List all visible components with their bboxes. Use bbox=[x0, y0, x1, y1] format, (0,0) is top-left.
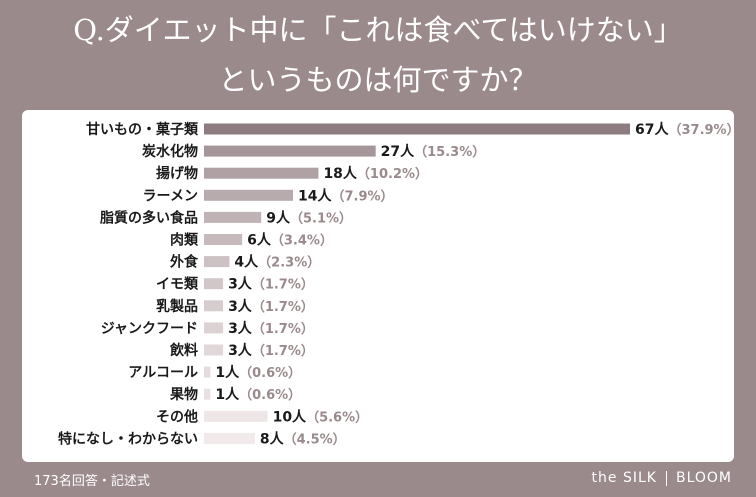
data-label: 8人（4.5%） bbox=[260, 430, 346, 447]
count-label: 14人 bbox=[298, 187, 332, 204]
category-label: イモ類 bbox=[156, 277, 199, 293]
percent-label: （1.7%） bbox=[252, 299, 314, 315]
category-label: 飲料 bbox=[169, 342, 198, 359]
category-label: その他 bbox=[156, 408, 198, 425]
percent-label: （4.5%） bbox=[284, 431, 346, 447]
bar bbox=[204, 278, 224, 290]
percent-label: （0.6%） bbox=[239, 387, 301, 403]
brand-logo: the SILK BLOOM bbox=[592, 470, 732, 486]
count-label: 3人 bbox=[228, 276, 253, 293]
data-label: 3人（1.7%） bbox=[228, 276, 314, 293]
data-label: 4人（2.3%） bbox=[234, 254, 320, 271]
category-label: 炭水化物 bbox=[142, 143, 198, 160]
percent-label: （3.4%） bbox=[271, 233, 333, 249]
percent-label: （1.7%） bbox=[252, 343, 314, 359]
count-label: 3人 bbox=[228, 298, 253, 315]
count-label: 6人 bbox=[247, 232, 272, 249]
percent-label: （37.9%） bbox=[668, 122, 734, 138]
percent-label: （15.3%） bbox=[414, 144, 485, 160]
category-label: ジャンクフード bbox=[101, 321, 198, 337]
bar bbox=[204, 366, 211, 378]
percent-label: （5.1%） bbox=[290, 210, 352, 226]
count-label: 3人 bbox=[228, 320, 253, 337]
bar bbox=[204, 388, 211, 400]
bar bbox=[204, 234, 243, 245]
data-label: 6人（3.4%） bbox=[247, 232, 333, 249]
count-label: 8人 bbox=[260, 430, 285, 447]
data-label: 14人（7.9%） bbox=[298, 187, 394, 204]
bar bbox=[204, 410, 268, 422]
bar bbox=[204, 145, 376, 157]
category-label: 乳製品 bbox=[156, 298, 198, 315]
percent-label: （2.3%） bbox=[258, 255, 320, 271]
category-label: 甘いもの・菓子類 bbox=[86, 121, 199, 138]
respondent-note: 173名回答・記述式 bbox=[34, 474, 150, 489]
count-label: 1人 bbox=[215, 364, 240, 381]
bar bbox=[204, 432, 255, 444]
bar bbox=[204, 300, 224, 312]
bar bbox=[204, 167, 319, 179]
count-label: 18人 bbox=[323, 165, 357, 182]
count-label: 10人 bbox=[273, 408, 307, 425]
brand-divider bbox=[665, 470, 667, 486]
count-label: 9人 bbox=[266, 209, 291, 226]
category-label: 外食 bbox=[170, 254, 199, 271]
data-label: 67人（37.9%） bbox=[635, 121, 734, 138]
category-label: 特になし・わからない bbox=[58, 430, 198, 447]
bar-chart: 甘いもの・菓子類 67人（37.9%）炭水化物 27人（15.3%）揚げ物 18人（1… bbox=[58, 121, 734, 447]
count-label: 67人 bbox=[635, 121, 669, 138]
category-label: 果物 bbox=[169, 386, 198, 403]
category-label: アルコール bbox=[128, 365, 198, 381]
data-label: 3人（1.7%） bbox=[228, 320, 314, 337]
data-label: 3人（1.7%） bbox=[228, 342, 314, 359]
brand-name-left: the SILK bbox=[591, 470, 657, 486]
category-label: 肉類 bbox=[170, 232, 199, 249]
bar bbox=[204, 123, 630, 135]
percent-label: （10.2%） bbox=[357, 166, 428, 182]
data-label: 9人（5.1%） bbox=[266, 209, 352, 226]
percent-label: （0.6%） bbox=[239, 365, 301, 381]
count-label: 1人 bbox=[215, 386, 240, 403]
data-label: 1人（0.6%） bbox=[215, 386, 301, 403]
count-label: 4人 bbox=[234, 254, 259, 271]
percent-label: （5.6%） bbox=[306, 409, 368, 425]
chart-card: 甘いもの・菓子類 67人（37.9%） 炭水化物 27人（15.3%） 揚げ物 18人（1… bbox=[22, 110, 734, 462]
percent-label: （1.7%） bbox=[252, 277, 314, 293]
category-label: ラーメン bbox=[143, 188, 198, 204]
data-label: 1人（0.6%） bbox=[215, 364, 301, 381]
category-label: 脂質の多い食品 bbox=[99, 209, 198, 226]
data-label: 18人（10.2%） bbox=[323, 165, 428, 182]
chart-title-line-1: Q.ダイエット中に「これは食べてはいけない」 bbox=[73, 13, 683, 47]
percent-label: （7.9%） bbox=[331, 188, 393, 204]
bar bbox=[204, 256, 230, 268]
data-label: 3人（1.7%） bbox=[228, 298, 314, 315]
category-label: 揚げ物 bbox=[156, 165, 198, 182]
chart-title-line-2: というものは何ですか？ bbox=[218, 63, 538, 97]
bar bbox=[204, 344, 224, 356]
percent-label: （1.7%） bbox=[252, 321, 314, 337]
bar bbox=[204, 211, 262, 223]
count-label: 27人 bbox=[381, 143, 415, 160]
brand-name-right: BLOOM bbox=[675, 470, 732, 486]
data-label: 10人（5.6%） bbox=[273, 408, 369, 425]
bar bbox=[204, 322, 224, 334]
count-label: 3人 bbox=[228, 342, 253, 359]
bar bbox=[204, 189, 294, 201]
data-label: 27人（15.3%） bbox=[381, 143, 486, 160]
